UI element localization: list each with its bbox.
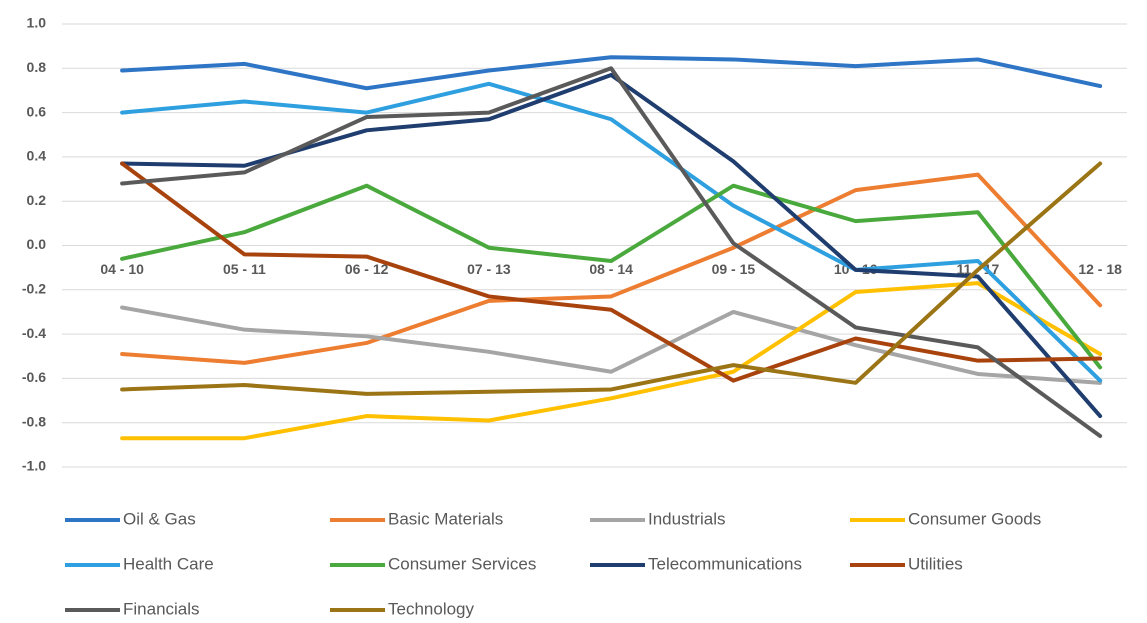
x-tick-label: 12 - 18 bbox=[1078, 261, 1122, 277]
y-tick-label: -0.2 bbox=[22, 281, 46, 297]
x-tick-label: 08 - 14 bbox=[589, 261, 633, 277]
series-line bbox=[120, 81, 1103, 383]
x-tick-label: 07 - 13 bbox=[467, 261, 511, 277]
series-line bbox=[120, 281, 1103, 441]
x-tick-label: 06 - 12 bbox=[345, 261, 389, 277]
y-tick-label: -0.6 bbox=[22, 369, 46, 385]
y-tick-label: 0.6 bbox=[27, 103, 47, 119]
y-tick-label: 0.8 bbox=[27, 59, 47, 75]
legend-label: Basic Materials bbox=[388, 509, 503, 528]
legend-label: Technology bbox=[388, 599, 475, 618]
legend-label: Consumer Services bbox=[388, 554, 536, 573]
x-tick-label: 04 - 10 bbox=[100, 261, 144, 277]
legend-label: Health Care bbox=[123, 554, 214, 573]
legend-label: Oil & Gas bbox=[123, 509, 196, 528]
series-line bbox=[120, 183, 1103, 370]
x-tick-label: 09 - 15 bbox=[712, 261, 756, 277]
y-tick-label: 1.0 bbox=[27, 15, 47, 31]
series-line bbox=[120, 161, 1103, 396]
y-tick-label: -0.8 bbox=[22, 413, 46, 429]
series-line bbox=[120, 66, 1103, 438]
legend-label: Consumer Goods bbox=[908, 509, 1041, 528]
legend-label: Telecommunications bbox=[648, 554, 802, 573]
x-tick-label: 05 - 11 bbox=[223, 261, 266, 277]
legend-label: Industrials bbox=[648, 509, 725, 528]
y-tick-label: -0.4 bbox=[22, 325, 46, 341]
y-tick-label: -1.0 bbox=[22, 458, 46, 474]
y-tick-label: 0.4 bbox=[27, 148, 47, 164]
legend-label: Utilities bbox=[908, 554, 963, 573]
legend-label: Financials bbox=[123, 599, 200, 618]
y-tick-label: 0.0 bbox=[27, 236, 47, 252]
series-line bbox=[120, 161, 1103, 383]
series-line bbox=[120, 172, 1103, 365]
series-line bbox=[120, 305, 1103, 385]
series-line bbox=[120, 55, 1103, 91]
y-tick-label: 0.2 bbox=[27, 192, 47, 208]
